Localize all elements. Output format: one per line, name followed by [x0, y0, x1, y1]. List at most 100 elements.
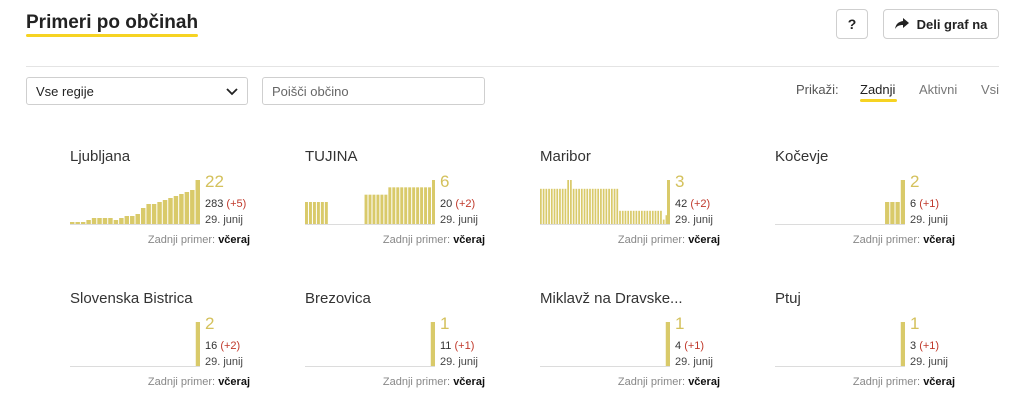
chart-bar [312, 202, 316, 224]
last-case-line: Zadnji primer: včeraj [70, 376, 250, 388]
latest-cases: 22 [205, 172, 224, 191]
municipality-name: Slovenska Bistrica [70, 290, 193, 307]
municipality-card[interactable]: Kočevje 2 6 (+1) 29. junij Zadnji primer: vč… [775, 148, 965, 266]
municipality-card[interactable]: Slovenska Bistrica 2 16 (+2) 29. junij Zadnj… [70, 290, 260, 408]
delta-value: (+1) [919, 198, 940, 210]
last-case-line: Zadnji primer: včeraj [70, 234, 250, 246]
total-value: 20 [440, 198, 453, 210]
total-value: 6 [910, 198, 917, 210]
chart-bar [570, 180, 572, 224]
total-value: 4 [675, 340, 682, 352]
last-case-value: včeraj [923, 234, 955, 246]
chart-bar [162, 200, 168, 224]
total-cases: 16 (+2) [205, 340, 240, 352]
last-case-label: Zadnji primer: [852, 376, 921, 388]
total-value: 283 [205, 198, 224, 210]
latest-bar [432, 322, 435, 366]
chart-baseline [305, 366, 435, 367]
latest-bar [197, 322, 200, 366]
chart-bar [559, 188, 561, 224]
municipality-card[interactable]: Ljubljana 22 283 (+5) 29. junij Zadnji prime… [70, 148, 260, 266]
municipality-card[interactable]: Ptuj 1 3 (+1) 29. junij Zadnji primer: včera… [775, 290, 965, 408]
latest-bar [667, 180, 670, 224]
last-case-label: Zadnji primer: [147, 376, 216, 388]
total-value: 16 [205, 340, 218, 352]
chart-bar [372, 194, 376, 224]
region-select[interactable]: Vse regije [26, 77, 248, 105]
last-case-line: Zadnji primer: včeraj [775, 234, 955, 246]
latest-cases: 2 [910, 172, 920, 191]
last-case-value: včeraj [688, 376, 720, 388]
option-all[interactable]: Vsi [981, 82, 1000, 97]
chart-bar [404, 187, 408, 224]
chart-bar [550, 188, 553, 224]
total-cases: 11 (+1) [440, 340, 474, 352]
chart-bar [640, 210, 643, 224]
last-case-line: Zadnji primer: včeraj [540, 376, 720, 388]
chart-bar [190, 190, 195, 224]
help-button[interactable]: ? [836, 9, 868, 39]
cases-chart [195, 322, 200, 366]
chart-bar [151, 204, 157, 224]
delta-value: (+2) [690, 198, 711, 210]
last-case-value: včeraj [688, 234, 720, 246]
municipality-name: Kočevje [775, 148, 829, 165]
municipality-card[interactable]: Maribor 3 42 (+2) 29. junij Zadnji primer: v… [540, 148, 730, 266]
chart-bar [113, 220, 119, 224]
chart-bar [600, 188, 602, 224]
chart-baseline [775, 224, 905, 225]
chart-bar [102, 218, 108, 224]
chart-bar [86, 220, 91, 224]
chart-bar [408, 187, 412, 224]
date-label: 29. junij [205, 214, 243, 226]
chart-baseline [540, 224, 670, 225]
chart-bar [890, 202, 895, 224]
delta-value: (+1) [684, 340, 705, 352]
share-icon [894, 18, 909, 29]
chart-bar [70, 222, 75, 224]
chart-bar [564, 188, 567, 224]
latest-cases: 1 [440, 314, 450, 333]
last-case-label: Zadnji primer: [147, 234, 216, 246]
chart-bar [124, 216, 130, 224]
latest-cases: 1 [910, 314, 920, 333]
chart-bar [540, 188, 542, 224]
chart-bar [542, 188, 545, 224]
share-button[interactable]: Deli graf na [883, 9, 999, 39]
last-case-label: Zadnji primer: [617, 376, 686, 388]
option-last[interactable]: Zadnji [860, 82, 896, 97]
last-case-value: včeraj [453, 234, 485, 246]
delta-value: (+5) [226, 198, 247, 210]
option-active[interactable]: Aktivni [919, 82, 958, 97]
chart-bar [324, 202, 328, 224]
latest-bar [902, 322, 905, 366]
latest-bar [667, 322, 670, 366]
total-value: 11 [440, 340, 452, 352]
latest-cases: 1 [675, 314, 685, 333]
chart-bar [146, 204, 151, 224]
header-divider [26, 66, 999, 67]
chart-bar [605, 188, 608, 224]
last-case-line: Zadnji primer: včeraj [775, 376, 955, 388]
chart-bar [616, 188, 619, 224]
cases-chart [665, 322, 670, 366]
latest-bar [197, 180, 200, 224]
total-cases: 20 (+2) [440, 198, 475, 210]
chart-bar [657, 210, 660, 224]
municipality-card[interactable]: TUJINA 6 20 (+2) 29. junij Zadnji primer: vč… [305, 148, 495, 266]
chart-bar [608, 188, 610, 224]
cases-chart [540, 180, 670, 224]
share-button-label: Deli graf na [916, 16, 988, 32]
chart-bar [305, 202, 308, 224]
chart-bar [665, 215, 668, 224]
chart-bar [597, 188, 600, 224]
chart-bar [173, 196, 179, 224]
chart-bar [396, 187, 400, 224]
municipality-card[interactable]: Miklavž na Dravske... 1 4 (+1) 29. junij Zad… [540, 290, 730, 408]
last-case-line: Zadnji primer: včeraj [305, 234, 485, 246]
date-label: 29. junij [205, 356, 243, 368]
chart-baseline [70, 366, 200, 367]
search-input[interactable] [262, 77, 485, 105]
chart-bar [184, 192, 190, 224]
municipality-card[interactable]: Brezovica 1 11 (+1) 29. junij Zadnji primer:… [305, 290, 495, 408]
